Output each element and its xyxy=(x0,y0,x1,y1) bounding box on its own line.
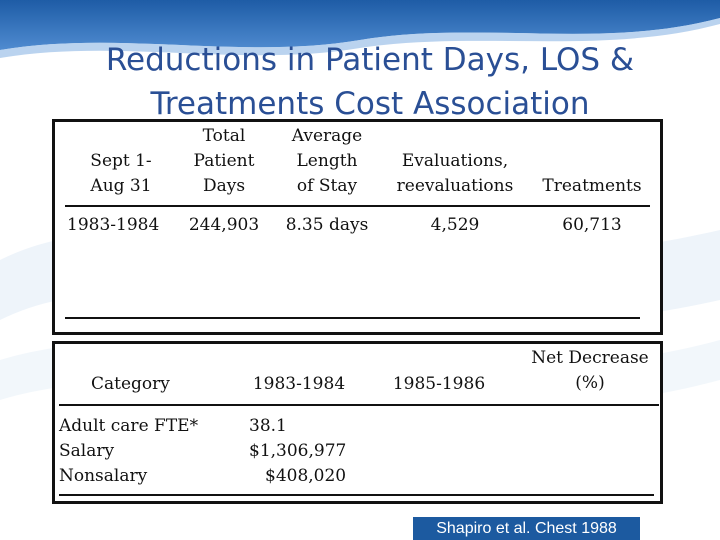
header-total-days-line1: Total xyxy=(202,126,246,146)
header-evaluations-line2: reevaluations xyxy=(396,176,514,196)
header-1985-1986: 1985-1986 xyxy=(392,374,486,394)
header-evaluations-line1: Evaluations, xyxy=(401,151,509,171)
header-category: Category xyxy=(91,374,170,394)
header-period-line1: Sept 1- xyxy=(90,151,152,171)
row-avg-los: 8.35 days xyxy=(285,215,369,235)
header-total-days: Total Patient Days xyxy=(183,124,265,199)
header-period-line2: Aug 31 xyxy=(90,176,152,196)
row-total-days: 244,903 xyxy=(188,215,260,235)
header-net-decrease: Net Decrease (%) xyxy=(523,346,657,396)
title-line-1: Reductions in Patient Days, LOS & xyxy=(105,42,635,78)
header-total-days-line2: Patient xyxy=(193,151,255,171)
row-category: Nonsalary xyxy=(59,466,148,486)
footer-rule xyxy=(65,317,640,319)
row-1983-1984: $408,020 xyxy=(265,466,347,486)
header-rule xyxy=(59,404,659,406)
header-avg-los-line1: Average xyxy=(291,126,363,146)
header-total-days-line3: Days xyxy=(202,176,246,196)
header-net-decrease-line2: (%) xyxy=(575,373,605,393)
footer-rule xyxy=(59,494,654,496)
header-evaluations: Evaluations, reevaluations xyxy=(387,149,523,199)
patient-days-table: Sept 1- Aug 31 Total Patient Days Averag… xyxy=(52,119,663,335)
header-avg-los: Average Length of Stay xyxy=(281,124,373,199)
title-line-2: Treatments Cost Association xyxy=(150,86,590,122)
header-avg-los-line3: of Stay xyxy=(296,176,358,196)
row-category: Adult care FTE* xyxy=(59,416,199,436)
header-treatments: Treatments xyxy=(533,174,651,199)
row-treatments: 60,713 xyxy=(562,215,622,235)
row-1983-1984: 38.1 xyxy=(249,416,287,436)
header-treatments-line1: Treatments xyxy=(542,176,642,196)
header-1983-1984: 1983-1984 xyxy=(252,374,346,394)
header-avg-los-line2: Length xyxy=(296,151,358,171)
cost-table: Category 1983-1984 1985-1986 Net Decreas… xyxy=(52,341,663,504)
row-category: Salary xyxy=(59,441,115,461)
slide-title: Reductions in Patient Days, LOS & Treatm… xyxy=(0,38,720,126)
row-1983-1984: $1,306,977 xyxy=(249,441,347,461)
header-net-decrease-line1: Net Decrease xyxy=(531,348,649,368)
row-period: 1983-1984 xyxy=(67,215,160,235)
header-rule xyxy=(65,205,650,207)
citation-box: Shapiro et al. Chest 1988 xyxy=(413,517,640,540)
header-period: Sept 1- Aug 31 xyxy=(73,149,169,199)
row-evaluations: 4,529 xyxy=(430,215,480,235)
